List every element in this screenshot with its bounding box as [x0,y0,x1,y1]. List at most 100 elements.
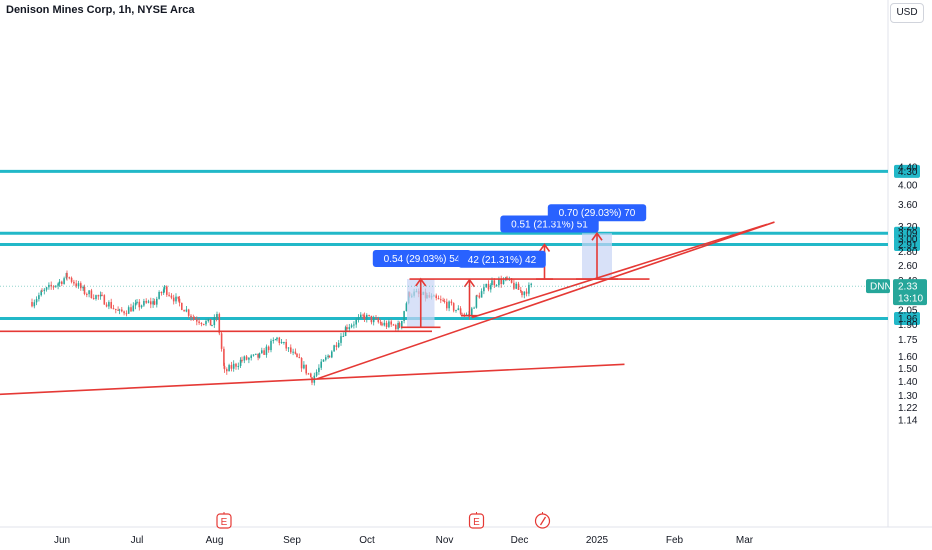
candle-body [261,350,263,354]
candle-body [55,285,57,287]
candle-body [153,301,156,305]
candle-body [127,307,130,314]
x-tick-label: Aug [206,535,224,546]
x-tick-label: Sep [283,535,301,546]
candle-body [270,340,272,351]
candle-body [363,315,366,320]
candle-body [138,301,141,308]
candle-body [156,298,158,305]
candle-body [228,365,230,372]
candle-body [521,291,523,296]
candle-body [86,293,88,295]
candle-body [390,321,392,325]
candle-body [442,299,444,301]
candle-body [185,309,188,312]
candle-body [61,281,63,284]
y-tick-label: 1.75 [898,335,918,346]
candle-body [134,302,137,306]
candle-body [207,318,210,322]
candle-body [43,289,46,291]
candle-body [88,290,90,295]
candle-body [327,355,329,358]
candle-body [200,322,203,324]
candle-body [70,277,73,282]
candle-body [340,336,342,343]
candle-body [401,320,403,328]
candle-body [130,307,132,312]
candle-body [353,324,355,326]
candle-body [243,356,246,361]
level-price-badge [894,312,920,325]
candle-body [485,283,487,288]
candle-body [333,345,335,352]
candle-body [143,300,145,306]
candle-body [375,318,377,320]
earnings-icon-glyph: E [473,517,480,528]
x-tick-label: Mar [736,535,754,546]
candle-body [292,351,294,353]
candle-body [322,359,325,362]
x-tick-label: Jul [131,535,144,546]
split-icon-glyph [539,516,547,526]
level-price-label: 3.09 [898,229,918,240]
candle-body [283,341,285,343]
candle-body [455,309,457,311]
trend-line [316,221,775,380]
measure-label-box [372,250,472,268]
candle-body [480,291,483,298]
currency-button[interactable]: USD [890,3,924,23]
candle-body [181,302,183,310]
candle-body [495,285,498,287]
candle-body [398,323,401,328]
candle-body [379,322,382,324]
candle-body [103,295,106,305]
y-tick-label: 3.60 [898,200,918,211]
candle-body [31,302,33,307]
candle-body [248,357,250,360]
measure-label: 42 (21.31%) 42 [468,255,537,266]
candle-body [255,353,257,355]
level-price-badge [894,226,920,240]
candle-body [267,346,270,351]
measure-label-box [458,250,546,268]
candle-body [123,311,125,314]
candle-body [145,300,147,303]
current-price-badge [893,279,927,306]
candle-body [310,373,312,378]
candle-body [178,298,181,303]
candle-body [490,285,492,290]
candle-body [335,345,338,347]
level-price-label: 1.96 [898,314,918,325]
candle-body [82,286,84,289]
candle-body [152,301,154,305]
candle-body [136,301,138,303]
candle-body [300,358,303,369]
candle-body [90,290,93,299]
y-tick-label: 1.14 [898,415,918,426]
y-tick-label: 3.20 [898,222,918,233]
candle-body [303,364,305,369]
candle-body [450,301,453,304]
candle-body [525,291,528,294]
candle-body [223,348,225,366]
candle-body [147,301,150,303]
candle-body [105,304,108,307]
candle-body [498,279,500,286]
candle-body [523,291,526,296]
candle-body [360,314,362,318]
candle-body [45,287,48,290]
candle-body [294,351,297,354]
candle-body [232,363,235,369]
y-tick-label: 4.00 [898,180,918,191]
candle-body [388,321,390,327]
candle-body [216,314,218,318]
candle-body [140,305,143,308]
candle-body [405,303,408,312]
ticker-badge [866,279,890,294]
candle-body [325,357,327,360]
candle-body [218,314,221,334]
candle-body [108,302,110,307]
candle-body [160,291,163,294]
candle-body [73,281,75,284]
